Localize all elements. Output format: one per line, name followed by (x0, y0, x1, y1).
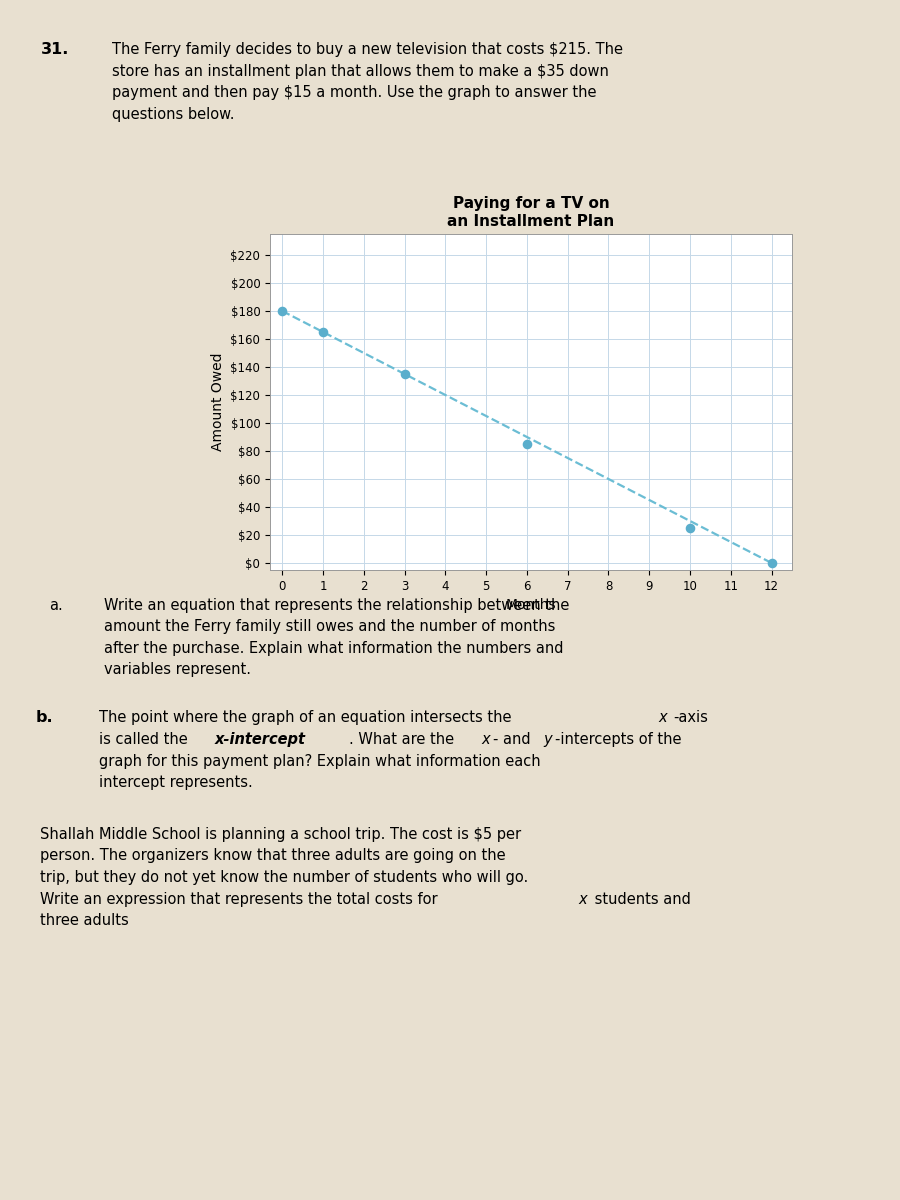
Text: 31.: 31. (40, 42, 69, 56)
Text: after the purchase. Explain what information the numbers and: after the purchase. Explain what informa… (104, 641, 563, 655)
Text: person. The organizers know that three adults are going on the: person. The organizers know that three a… (40, 848, 506, 864)
Text: Shallah Middle School is planning a school trip. The cost is $5 per: Shallah Middle School is planning a scho… (40, 827, 522, 842)
Text: store has an installment plan that allows them to make a $35 down: store has an installment plan that allow… (112, 64, 609, 79)
Text: x: x (579, 892, 588, 907)
Point (519, 434, 534, 454)
Point (683, 518, 698, 538)
Point (398, 365, 412, 384)
Text: a.: a. (50, 598, 63, 612)
Point (316, 323, 330, 342)
Y-axis label: Amount Owed: Amount Owed (211, 353, 225, 451)
Text: x: x (482, 732, 490, 746)
Text: Write an equation that represents the relationship between the: Write an equation that represents the re… (104, 598, 569, 612)
Text: - and: - and (493, 732, 536, 746)
Text: b.: b. (36, 710, 54, 725)
Point (275, 301, 290, 320)
X-axis label: Months: Months (506, 599, 556, 612)
Text: y: y (544, 732, 553, 746)
Text: -axis: -axis (673, 710, 708, 725)
Text: questions below.: questions below. (112, 107, 235, 121)
Text: . What are the: . What are the (349, 732, 459, 746)
Text: amount the Ferry family still owes and the number of months: amount the Ferry family still owes and t… (104, 619, 555, 634)
Text: x-intercept: x-intercept (214, 732, 305, 746)
Point (764, 553, 778, 572)
Text: students and: students and (590, 892, 690, 907)
Text: x: x (659, 710, 668, 725)
Text: is called the: is called the (99, 732, 193, 746)
Text: -intercepts of the: -intercepts of the (555, 732, 682, 746)
Title: Paying for a TV on
an Installment Plan: Paying for a TV on an Installment Plan (447, 197, 615, 229)
Text: three adults: three adults (40, 913, 130, 929)
Text: trip, but they do not yet know the number of students who will go.: trip, but they do not yet know the numbe… (40, 870, 529, 886)
Text: The Ferry family decides to buy a new television that costs $215. The: The Ferry family decides to buy a new te… (112, 42, 624, 56)
Text: variables represent.: variables represent. (104, 662, 250, 677)
Text: graph for this payment plan? Explain what information each: graph for this payment plan? Explain wha… (99, 754, 541, 769)
Text: The point where the graph of an equation intersects the: The point where the graph of an equation… (99, 710, 554, 725)
Text: payment and then pay $15 a month. Use the graph to answer the: payment and then pay $15 a month. Use th… (112, 85, 597, 101)
Text: Write an expression that represents the total costs for: Write an expression that represents the … (40, 892, 443, 907)
Text: intercept represents.: intercept represents. (99, 775, 253, 791)
